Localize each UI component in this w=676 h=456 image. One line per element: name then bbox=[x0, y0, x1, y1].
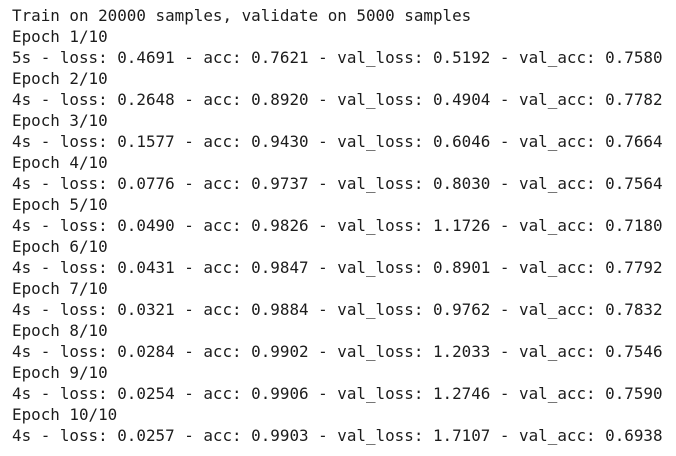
epoch-label: Epoch 2/10 bbox=[12, 69, 108, 88]
epoch-label: Epoch 10/10 bbox=[12, 405, 118, 424]
epoch-metrics: 4s - loss: 0.1577 - acc: 0.9430 - val_lo… bbox=[12, 132, 663, 151]
epoch-label: Epoch 4/10 bbox=[12, 153, 108, 172]
epoch-metrics: 4s - loss: 0.0321 - acc: 0.9884 - val_lo… bbox=[12, 300, 663, 319]
epoch-label: Epoch 9/10 bbox=[12, 363, 108, 382]
epoch-label: Epoch 8/10 bbox=[12, 321, 108, 340]
epoch-metrics: 5s - loss: 0.4691 - acc: 0.7621 - val_lo… bbox=[12, 48, 663, 67]
epoch-label: Epoch 5/10 bbox=[12, 195, 108, 214]
epoch-label: Epoch 1/10 bbox=[12, 27, 108, 46]
epoch-metrics: 4s - loss: 0.0254 - acc: 0.9906 - val_lo… bbox=[12, 384, 663, 403]
epoch-metrics: 4s - loss: 0.0431 - acc: 0.9847 - val_lo… bbox=[12, 258, 663, 277]
epoch-label: Epoch 6/10 bbox=[12, 237, 108, 256]
epoch-metrics: 4s - loss: 0.0257 - acc: 0.9903 - val_lo… bbox=[12, 426, 663, 445]
epoch-metrics: 4s - loss: 0.2648 - acc: 0.8920 - val_lo… bbox=[12, 90, 663, 109]
epoch-metrics: 4s - loss: 0.0776 - acc: 0.9737 - val_lo… bbox=[12, 174, 663, 193]
epoch-metrics: 4s - loss: 0.0490 - acc: 0.9826 - val_lo… bbox=[12, 216, 663, 235]
epoch-metrics: 4s - loss: 0.0284 - acc: 0.9902 - val_lo… bbox=[12, 342, 663, 361]
epoch-label: Epoch 3/10 bbox=[12, 111, 108, 130]
header-line: Train on 20000 samples, validate on 5000… bbox=[12, 6, 472, 25]
epoch-label: Epoch 7/10 bbox=[12, 279, 108, 298]
